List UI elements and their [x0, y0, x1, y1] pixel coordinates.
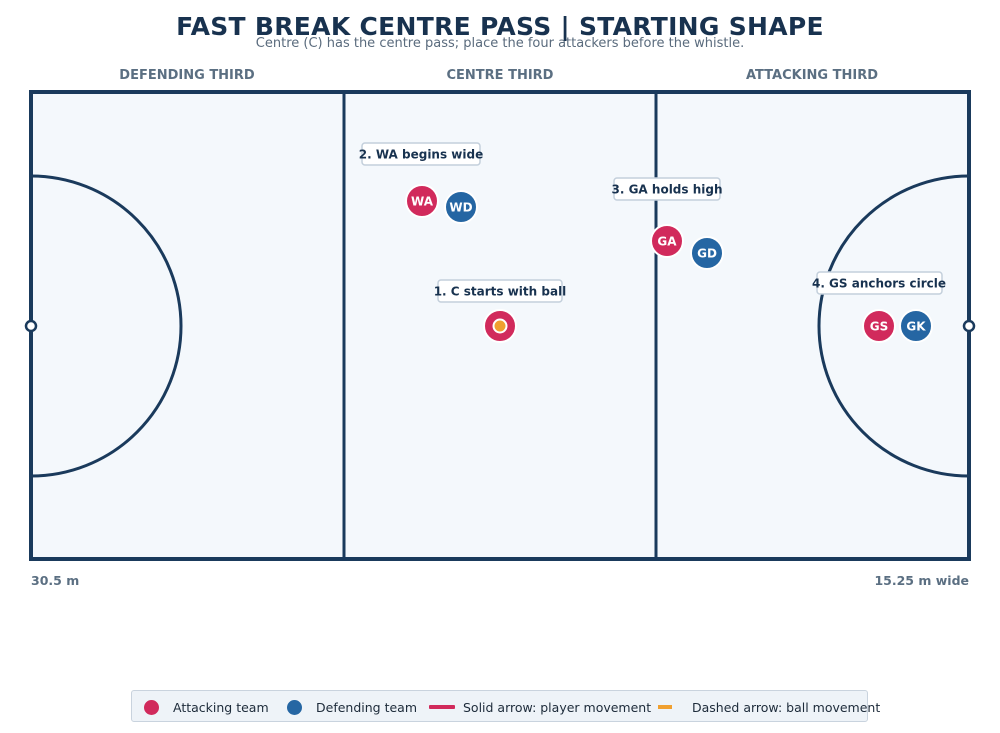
callout-wa-text: 2. WA begins wide [359, 148, 483, 162]
solid-arrow-swatch-icon [429, 705, 455, 709]
player-c-with-ball[interactable] [483, 309, 517, 343]
callout-ga: 3. GA holds high [612, 177, 723, 201]
right-goal-circle [817, 174, 970, 478]
legend-defending: Defending team [287, 691, 417, 723]
defending-third-label: DEFENDING THIRD [119, 68, 255, 83]
legend-dashed-arrow-label: Dashed arrow: ball movement [692, 699, 881, 715]
legend: Attacking team Defending team Solid arro… [131, 690, 880, 723]
callout-ga-text: 3. GA holds high [612, 183, 723, 197]
callout-wa: 2. WA begins wide [359, 142, 483, 166]
callout-c: 1. C starts with ball [434, 279, 567, 303]
court-length-label: 30.5 m [31, 573, 80, 588]
court-width-label: 15.25 m wide [874, 573, 969, 588]
attacking-team-swatch-icon [144, 699, 159, 715]
legend-dashed-arrow: Dashed arrow: ball movement [658, 691, 880, 723]
left-goal-circle [30, 174, 183, 478]
right-goal-post [962, 319, 976, 333]
callout-gs: 4. GS anchors circle [812, 271, 946, 295]
page-subtitle: Centre (C) has the centre pass; place th… [255, 36, 745, 51]
legend-solid-arrow: Solid arrow: player movement [429, 691, 651, 723]
player-gk-label: GK [906, 320, 926, 334]
player-gd-label: GD [697, 247, 717, 261]
centre-third-label: CENTRE THIRD [446, 68, 554, 83]
left-goal-post [24, 319, 38, 333]
player-gd[interactable]: GD [690, 236, 724, 270]
legend-defending-label: Defending team [316, 699, 417, 715]
player-wa[interactable]: WA [405, 184, 439, 218]
player-ga[interactable]: GA [650, 224, 684, 258]
player-ga-label: GA [657, 235, 677, 249]
legend-attacking: Attacking team [144, 691, 269, 723]
attacking-third-label: ATTACKING THIRD [745, 68, 879, 83]
dashed-arrow-swatch-icon [658, 705, 672, 709]
player-wa-label: WA [411, 195, 434, 209]
legend-solid-arrow-label: Solid arrow: player movement [463, 699, 652, 715]
player-gk[interactable]: GK [899, 309, 933, 343]
callout-c-text: 1. C starts with ball [434, 285, 567, 299]
callout-gs-text: 4. GS anchors circle [812, 277, 946, 291]
ball-icon [492, 318, 508, 334]
page-title: FAST BREAK CENTRE PASS | STARTING SHAPE [176, 12, 824, 41]
player-wd-label: WD [449, 201, 472, 215]
player-gs[interactable]: GS [862, 309, 896, 343]
player-wd[interactable]: WD [444, 190, 478, 224]
player-gs-label: GS [870, 320, 889, 334]
legend-attacking-label: Attacking team [173, 699, 269, 715]
defending-team-swatch-icon [287, 699, 302, 715]
